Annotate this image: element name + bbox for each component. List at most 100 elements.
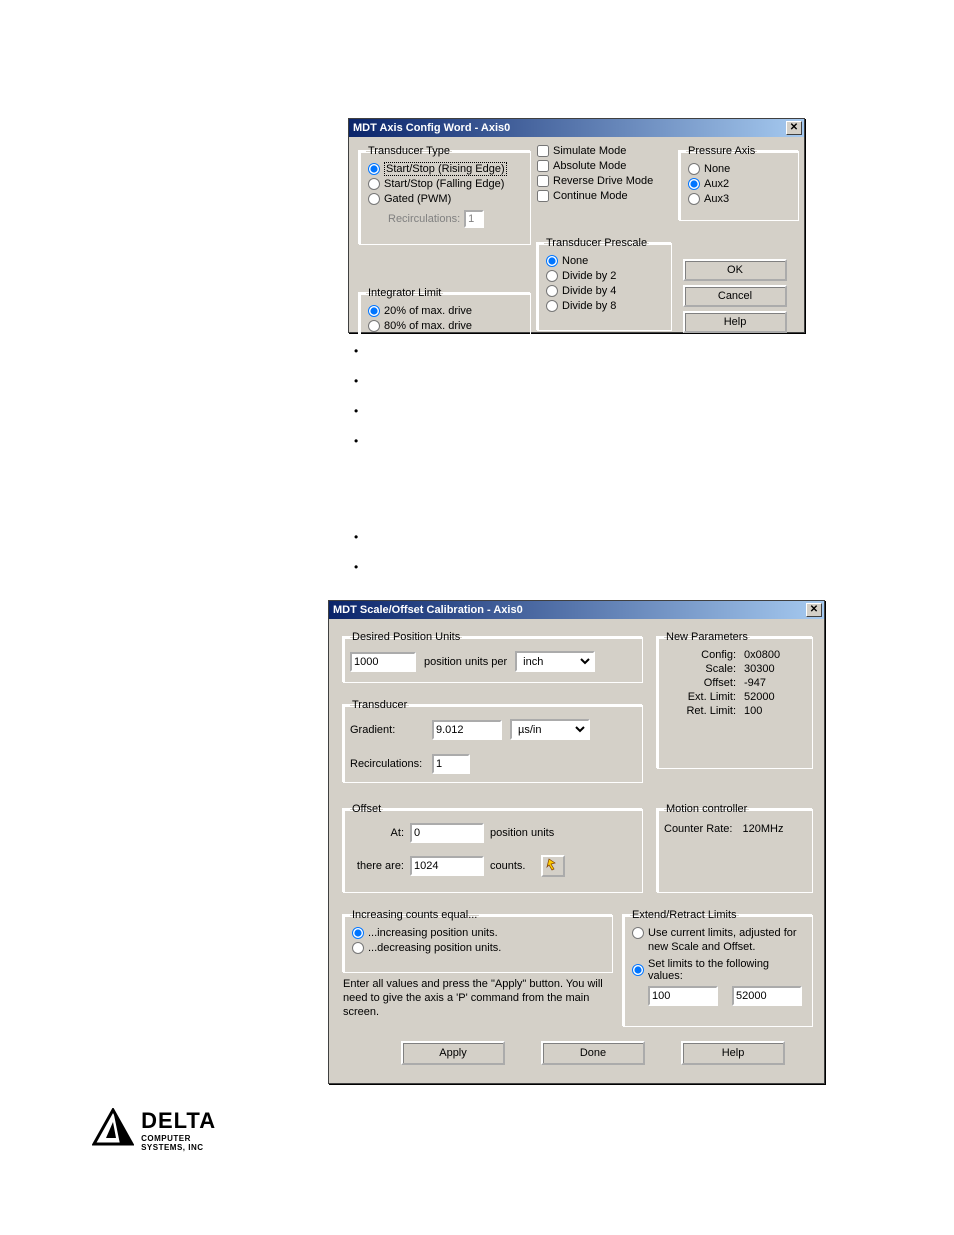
radio-paxis-aux3[interactable] [688, 193, 700, 205]
pick-counts-button[interactable] [541, 855, 565, 877]
radio-prescale-4[interactable] [546, 285, 558, 297]
radio-inc-pos[interactable] [352, 927, 364, 939]
cancel-button[interactable]: Cancel [683, 285, 787, 307]
radio-prescale-none[interactable] [546, 255, 558, 267]
dialog-title: MDT Scale/Offset Calibration - Axis0 [333, 604, 523, 616]
motion-controller-group: Motion controller Counter Rate: 120MHz [657, 803, 813, 893]
position-units-input[interactable] [350, 652, 416, 672]
param-key: Config: [664, 649, 736, 661]
desired-position-units-group: Desired Position Units position units pe… [343, 631, 643, 683]
check-simulate[interactable] [537, 145, 549, 157]
dialog-title: MDT Axis Config Word - Axis0 [353, 122, 510, 134]
gradient-input[interactable] [432, 720, 502, 740]
radio-use-current[interactable] [632, 927, 644, 939]
param-key: Ext. Limit: [664, 691, 736, 703]
bullet-list: • [354, 530, 358, 544]
group-legend: Offset [350, 803, 383, 815]
bullet-icon: • [354, 344, 358, 358]
logo-sub1: COMPUTER [141, 1134, 216, 1143]
check-reverse[interactable] [537, 175, 549, 187]
dialog-titlebar[interactable]: MDT Scale/Offset Calibration - Axis0 ✕ [329, 601, 824, 619]
close-icon[interactable]: ✕ [806, 603, 822, 617]
check-label: Absolute Mode [553, 160, 626, 172]
radio-label: 80% of max. drive [384, 320, 472, 332]
retract-limit-input[interactable] [648, 986, 718, 1006]
param-row: Ret. Limit: 100 [664, 705, 806, 717]
radio-label: Aux2 [704, 178, 729, 190]
radio-paxis-none[interactable] [688, 163, 700, 175]
radio-prescale-8[interactable] [546, 300, 558, 312]
radio-label: Gated (PWM) [384, 193, 451, 205]
radio-rising-edge[interactable] [368, 163, 380, 175]
radio-label: Start/Stop (Rising Edge) [384, 162, 507, 176]
radio-20pct[interactable] [368, 305, 380, 317]
param-key: Offset: [664, 677, 736, 689]
radio-80pct[interactable] [368, 320, 380, 332]
bullet-icon: • [354, 434, 358, 448]
new-parameters-group: New Parameters Config: 0x0800 Scale: 30300… [657, 631, 813, 769]
radio-dec-pos[interactable] [352, 942, 364, 954]
delta-logo: DELTA COMPUTER SYSTEMS, INC [92, 1108, 216, 1152]
apply-button[interactable]: Apply [401, 1041, 505, 1065]
radio-label: Set limits to the following values: [648, 958, 806, 982]
group-legend: Increasing counts equal... [350, 909, 479, 921]
radio-set-limits[interactable] [632, 964, 644, 976]
at-input[interactable] [410, 823, 484, 843]
gradient-label: Gradient: [350, 724, 424, 736]
group-legend: Motion controller [664, 803, 749, 815]
recirc-input[interactable] [432, 754, 470, 774]
transducer-prescale-group: Transducer Prescale None Divide by 2 Div… [537, 237, 672, 331]
bullet-icon: • [354, 374, 358, 388]
hand-pointer-icon [546, 857, 560, 871]
gradient-unit-select[interactable]: µs/in [510, 719, 590, 740]
help-button[interactable]: Help [683, 311, 787, 333]
mdt-axis-config-dialog: MDT Axis Config Word - Axis0 ✕ Transduce… [348, 118, 805, 333]
param-row: Offset:-947 [664, 677, 806, 689]
static-label: counts. [490, 860, 525, 872]
radio-prescale-2[interactable] [546, 270, 558, 282]
extend-limit-input[interactable] [732, 986, 802, 1006]
param-value: 0x0800 [744, 649, 780, 661]
bullet-icon: • [354, 404, 358, 418]
group-legend: New Parameters [664, 631, 750, 643]
unit-select[interactable]: inch [515, 651, 595, 672]
static-label: position units [490, 827, 554, 839]
radio-label: Divide by 2 [562, 270, 616, 282]
check-continue[interactable] [537, 190, 549, 202]
param-key: Ret. Limit: [664, 705, 736, 717]
bullet-list: • [354, 344, 358, 358]
param-key: Scale: [664, 663, 736, 675]
check-label: Continue Mode [553, 190, 628, 202]
radio-paxis-aux2[interactable] [688, 178, 700, 190]
there-input[interactable] [410, 856, 484, 876]
param-value: 30300 [744, 663, 775, 675]
ok-button[interactable]: OK [683, 259, 787, 281]
counter-rate-value: 120MHz [742, 823, 783, 835]
triangle-icon [92, 1108, 134, 1151]
group-legend: Transducer Prescale [544, 237, 649, 249]
dialog-titlebar[interactable]: MDT Axis Config Word - Axis0 ✕ [349, 119, 804, 137]
bullet-icon: • [354, 560, 358, 574]
radio-gated-pwm[interactable] [368, 193, 380, 205]
param-value: 100 [744, 705, 762, 717]
done-button[interactable]: Done [541, 1041, 645, 1065]
recirculations-label: Recirculations: [388, 213, 460, 225]
logo-brand: DELTA [141, 1108, 216, 1134]
radio-label: None [704, 163, 730, 175]
help-button[interactable]: Help [681, 1041, 785, 1065]
param-row: Ext. Limit:52000 [664, 691, 806, 703]
static-label: position units per [424, 656, 507, 668]
group-legend: Transducer Type [366, 145, 452, 157]
check-absolute[interactable] [537, 160, 549, 172]
radio-label: None [562, 255, 588, 267]
transducer-type-group: Transducer Type Start/Stop (Rising Edge)… [359, 145, 531, 245]
recirculations-input [464, 210, 484, 228]
extend-retract-group: Extend/Retract Limits Use current limits… [623, 909, 813, 1027]
integrator-limit-group: Integrator Limit 20% of max. drive 80% o… [359, 287, 531, 339]
logo-sub2: SYSTEMS, INC [141, 1143, 216, 1152]
radio-falling-edge[interactable] [368, 178, 380, 190]
close-icon[interactable]: ✕ [786, 121, 802, 135]
bullet-list: • [354, 374, 358, 388]
mode-checkboxes: Simulate Mode Absolute Mode Reverse Driv… [535, 143, 670, 204]
increasing-counts-group: Increasing counts equal... ...increasing… [343, 909, 613, 973]
